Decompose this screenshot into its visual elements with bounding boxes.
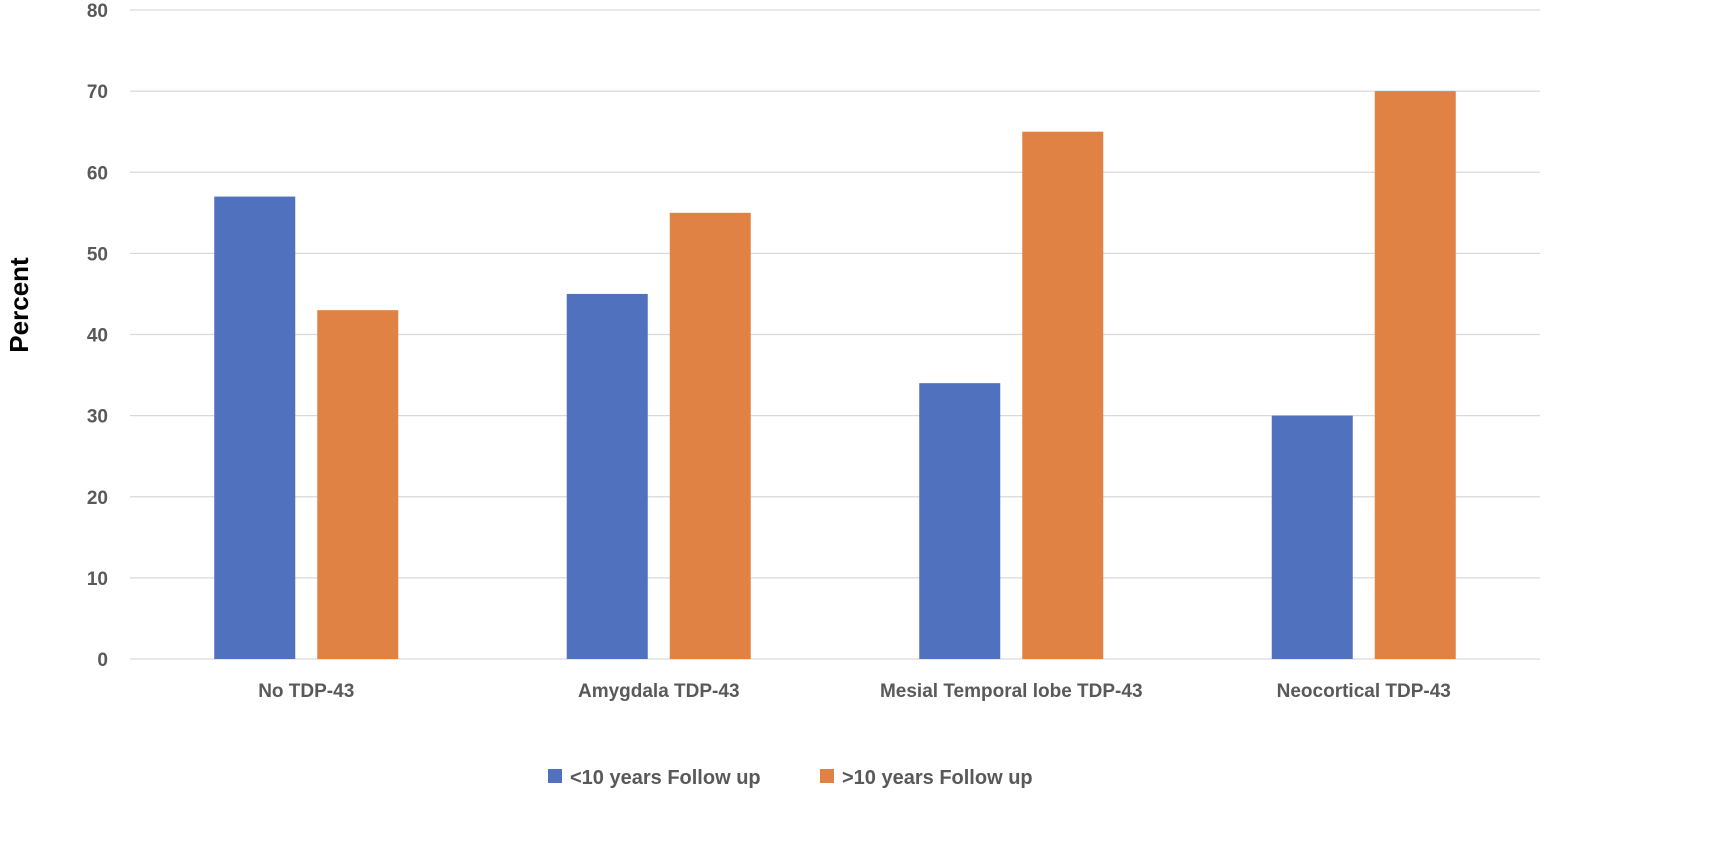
x-tick-labels: No TDP-43 Amygdala TDP-43 Mesial Temporal … — [258, 681, 1451, 702]
y-tick-label: 40 — [87, 326, 108, 347]
x-tick-label: Mesial Temporal lobe TDP-43 — [880, 681, 1143, 702]
y-tick-label: 70 — [87, 82, 108, 103]
bar-gt10-2 — [1022, 131, 1104, 659]
y-tick-label: 10 — [87, 569, 108, 590]
bar-gt10-1 — [669, 212, 751, 659]
legend-label: >10 years Follow up — [842, 767, 1033, 789]
y-axis-label: Percent — [4, 257, 34, 353]
bar-lt10-1 — [566, 293, 648, 659]
legend-swatch — [548, 769, 562, 783]
bar-lt10-3 — [1271, 415, 1353, 659]
y-tick-labels: 0 10 20 30 40 50 60 70 80 — [87, 1, 108, 671]
bars — [214, 91, 1456, 659]
x-tick-label: Neocortical TDP-43 — [1277, 681, 1451, 702]
y-tick-label: 20 — [87, 488, 108, 509]
y-tick-label: 50 — [87, 244, 108, 265]
legend-label: <10 years Follow up — [570, 767, 761, 789]
y-tick-label: 80 — [87, 1, 108, 22]
bar-lt10-2 — [919, 383, 1001, 659]
y-tick-label: 0 — [97, 650, 108, 671]
bar-lt10-0 — [214, 196, 296, 659]
x-tick-label: Amygdala TDP-43 — [578, 681, 740, 702]
bar-gt10-0 — [317, 310, 399, 659]
x-tick-label: No TDP-43 — [258, 681, 354, 702]
legend: <10 years Follow up >10 years Follow up — [548, 767, 1033, 789]
bar-gt10-3 — [1374, 91, 1456, 659]
y-tick-label: 60 — [87, 163, 108, 184]
y-tick-label: 30 — [87, 407, 108, 428]
legend-swatch — [820, 769, 834, 783]
